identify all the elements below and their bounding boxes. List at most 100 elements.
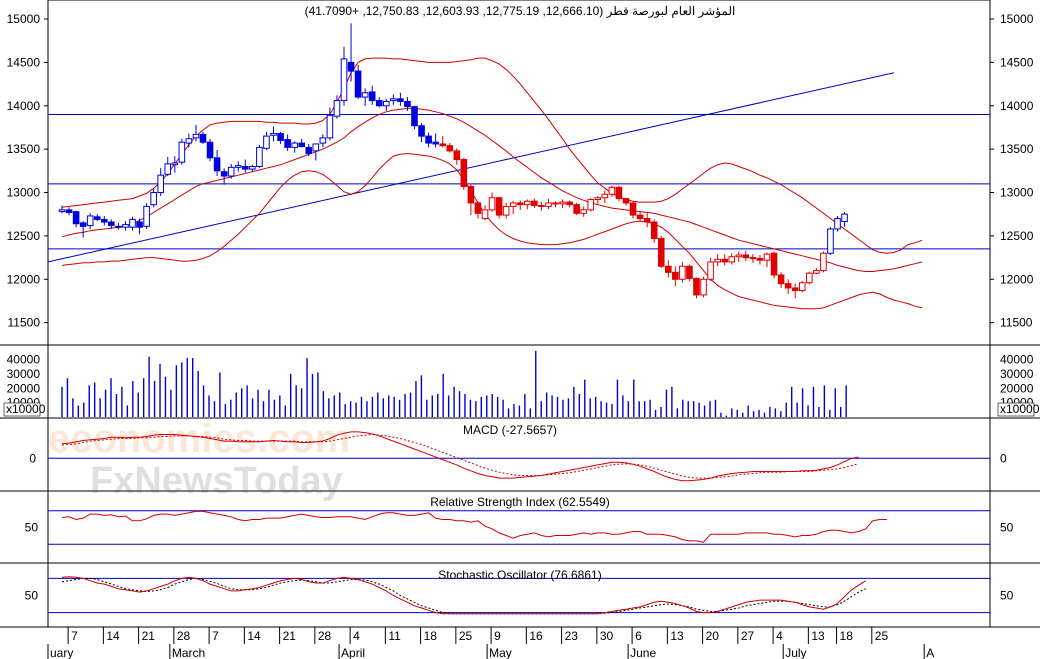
candle: [340, 46, 348, 106]
candle: [150, 188, 157, 208]
candle-body: [432, 141, 439, 145]
x-day-tick-label: 13: [811, 629, 825, 643]
macd-tick-left: 0: [29, 451, 36, 465]
rsi-panel: 50 50: [25, 510, 1014, 545]
bollinger-upper-line: [61, 57, 923, 254]
candle-body: [390, 98, 397, 102]
candle-body: [566, 201, 573, 206]
candle: [136, 218, 143, 235]
candle-body: [622, 198, 630, 204]
candle: [418, 123, 425, 143]
candle-body: [488, 197, 496, 211]
watermark-fxnewstoday: FxNewsToday: [90, 460, 343, 502]
candle: [552, 201, 559, 208]
x-day-tick-label: 21: [283, 629, 297, 643]
candle-body: [524, 200, 531, 206]
candle: [636, 210, 644, 223]
candle: [453, 148, 461, 165]
candle: [749, 254, 757, 263]
candle: [777, 272, 785, 288]
candle-body: [305, 146, 313, 154]
candle-body: [700, 278, 707, 296]
candle: [291, 141, 298, 153]
candle-body: [368, 91, 376, 102]
candle-body: [545, 202, 552, 207]
x-day-tick-label: 11: [388, 629, 401, 643]
candle: [397, 92, 404, 106]
trendline: [47, 72, 895, 263]
candle: [608, 185, 616, 197]
candle: [827, 227, 834, 255]
candle-body: [735, 254, 743, 258]
macd-line: [61, 431, 859, 482]
bollinger-lower-line: [61, 152, 923, 310]
stochastic-panel: 50 50: [25, 576, 1014, 615]
candle-body: [538, 205, 545, 208]
x-axis: 7 14 21 28 7 14 21 28 4 11 18 25 9 16 23 30 6 13 20 27 4 13 18…: [47, 627, 934, 659]
candle: [129, 216, 136, 231]
candle-body: [220, 171, 228, 177]
candle-body: [397, 98, 404, 102]
x-day-tick-label: 4: [353, 629, 360, 643]
candle: [432, 133, 439, 148]
candle-body: [728, 256, 736, 263]
candle-body: [326, 114, 334, 139]
candle-body: [791, 287, 799, 292]
candle: [798, 281, 806, 293]
candle: [411, 105, 418, 130]
candle-body: [608, 186, 616, 195]
candle: [622, 197, 630, 206]
candle-body: [714, 258, 721, 263]
candle: [672, 266, 679, 287]
candle: [157, 168, 164, 196]
rsi-tick-left: 50: [25, 521, 39, 535]
x-month-tick-label: June: [630, 646, 656, 659]
x-day-tick-label: 28: [318, 629, 332, 643]
candle: [756, 254, 764, 265]
x-day-tick-label: 25: [875, 629, 889, 643]
candle: [143, 202, 150, 229]
x-day-tick-label: 14: [106, 629, 120, 643]
candle: [298, 138, 305, 148]
price-tick-right: 14000: [1000, 99, 1034, 113]
volume-tick-right: 40000: [1000, 353, 1034, 367]
volume-tick-right: 20000: [1000, 381, 1034, 395]
stochastic-label: Stochastic Oscillator (76.6861): [438, 568, 601, 582]
x-month-tick-label: July: [785, 646, 806, 659]
candle: [361, 88, 369, 106]
candle: [108, 219, 115, 229]
candle-body: [312, 143, 320, 152]
candle-body: [777, 274, 785, 285]
candle: [524, 199, 531, 210]
candle-body: [284, 139, 291, 148]
candle: [368, 85, 376, 105]
candle: [834, 215, 841, 232]
stochastic-k-line: [61, 576, 866, 615]
price-tick-left: 15000: [7, 12, 41, 26]
candle-body: [404, 100, 411, 108]
candle-body: [467, 185, 475, 204]
price-tick-right: 13000: [1000, 186, 1034, 200]
candle-body: [122, 224, 129, 228]
candle: [312, 143, 320, 161]
candle-body: [93, 216, 101, 220]
rsi-tick-right: 50: [1000, 521, 1014, 535]
candle: [439, 136, 446, 148]
candle: [213, 150, 221, 177]
candle: [573, 202, 580, 216]
candle: [347, 23, 355, 82]
candle-body: [383, 100, 390, 107]
candle-body: [756, 257, 764, 261]
candle: [735, 251, 743, 262]
candle-body: [354, 70, 362, 98]
candle: [820, 251, 827, 273]
candle: [234, 161, 242, 172]
candle-body: [587, 198, 595, 211]
candle-body: [721, 258, 729, 263]
candle: [763, 252, 771, 268]
rsi-line: [61, 510, 887, 543]
x-day-tick-label: 28: [177, 629, 191, 643]
candle: [404, 97, 411, 111]
